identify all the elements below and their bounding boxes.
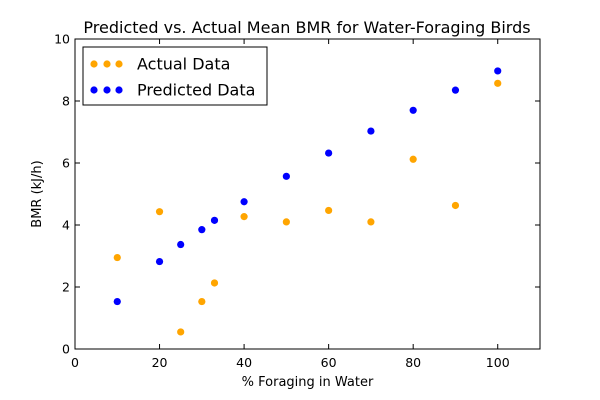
y-axis-label: BMR (kJ/h) (30, 160, 45, 227)
actual-data-point (282, 218, 290, 226)
predicted-data-point (240, 198, 248, 206)
predicted-data-point (282, 172, 290, 180)
actual-data-point (210, 279, 219, 287)
predicted-data-point (325, 149, 333, 157)
predicted-data-point (367, 127, 375, 135)
legend-marker (103, 86, 111, 94)
y-tick-label: 10 (54, 32, 70, 47)
x-tick-label: 40 (236, 355, 252, 370)
predicted-data-point (409, 106, 417, 114)
actual-data-point (325, 206, 333, 215)
actual-data-point (367, 218, 375, 226)
x-tick-label: 100 (486, 355, 510, 370)
predicted-data-point (113, 297, 121, 306)
legend-label: Actual Data (137, 55, 230, 74)
legend-box (82, 46, 268, 106)
y-tick-label: 8 (62, 94, 70, 109)
actual-data-point (494, 79, 502, 87)
predicted-data-point (210, 216, 219, 224)
legend-marker (90, 60, 98, 68)
predicted-data-point (451, 86, 460, 94)
axis-ticks: 0 20 40 60 80 100 0 2 4 6 8 10 (54, 32, 540, 370)
x-tick-label: 0 (71, 355, 79, 370)
x-tick-label: 80 (405, 355, 421, 370)
chart-title: Predicted vs. Actual Mean BMR for Water-… (83, 18, 530, 37)
predicted-data-point (198, 226, 206, 234)
legend-marker (115, 60, 123, 68)
x-axis-label: % Foraging in Water (242, 375, 374, 390)
y-tick-label: 0 (62, 342, 70, 357)
legend-marker (115, 86, 123, 94)
actual-data-point (155, 208, 164, 216)
x-tick-label: 60 (321, 355, 337, 370)
legend: Actual Data Predicted Data (82, 46, 268, 106)
y-tick-label: 6 (62, 156, 70, 171)
x-tick-label: 20 (152, 355, 168, 370)
legend-label: Predicted Data (137, 81, 255, 100)
actual-data-point (409, 155, 417, 163)
actual-data-point (240, 213, 248, 221)
predicted-data-point (494, 67, 502, 75)
predicted-data-point (177, 240, 185, 249)
legend-marker (103, 60, 111, 68)
actual-data-point (113, 253, 121, 262)
actual-data-point (177, 328, 185, 336)
y-tick-label: 4 (62, 218, 70, 233)
actual-data-point (198, 297, 206, 306)
legend-marker (90, 86, 98, 94)
actual-data-point (451, 201, 460, 210)
data-points (113, 67, 502, 336)
y-tick-label: 2 (62, 280, 70, 295)
predicted-data-point (155, 257, 164, 266)
